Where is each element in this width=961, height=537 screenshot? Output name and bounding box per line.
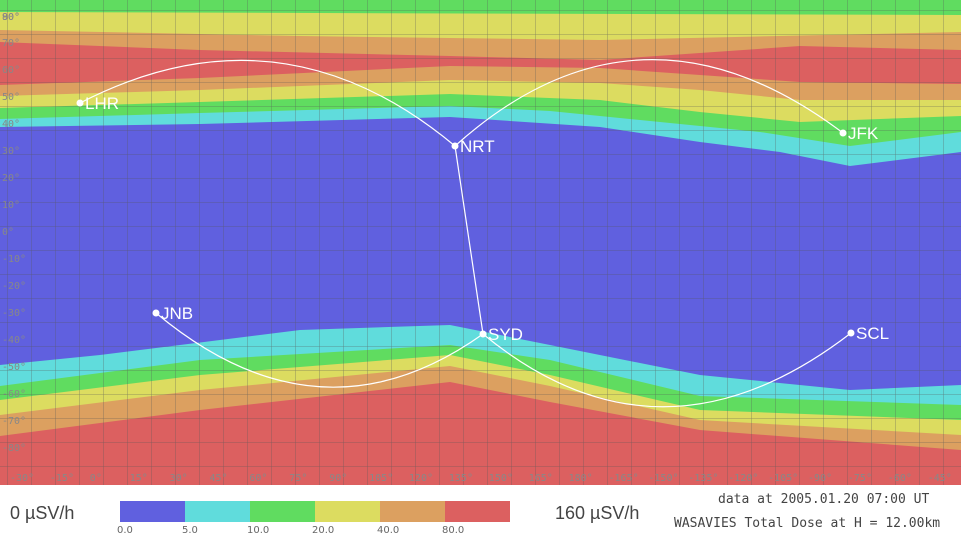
legend-tick: 5.0 xyxy=(182,525,198,536)
legend-swatch xyxy=(185,501,250,522)
legend-swatch xyxy=(250,501,315,522)
lon-label: 150° xyxy=(489,473,513,484)
lon-label: -120° xyxy=(728,473,758,484)
lon-label: -165° xyxy=(609,473,639,484)
airport-marker xyxy=(152,309,160,317)
airport-code: NRT xyxy=(460,137,495,156)
lon-label: 15° xyxy=(130,473,148,484)
lon-label: 60° xyxy=(249,473,267,484)
description: WASAVIES Total Dose at H = 12.00km xyxy=(674,516,940,531)
airport-marker xyxy=(451,142,459,150)
lon-label: 105° xyxy=(369,473,393,484)
lon-label: -60° xyxy=(888,473,912,484)
lon-label: 135° xyxy=(449,473,473,484)
dose-map xyxy=(0,0,961,485)
airport-code: JFK xyxy=(848,124,879,143)
legend-swatch xyxy=(315,501,380,522)
airport-code: SYD xyxy=(488,325,523,344)
timestamp: data at 2005.01.20 07:00 UT xyxy=(718,492,929,507)
lon-label: 90° xyxy=(329,473,347,484)
lat-label: 0° xyxy=(2,227,14,238)
lon-label: -90° xyxy=(808,473,832,484)
lon-label: -15° xyxy=(50,473,74,484)
airport-marker xyxy=(479,330,487,338)
lat-label: 90° xyxy=(2,12,20,23)
lon-label: -30° xyxy=(10,473,34,484)
airport-code: JNB xyxy=(161,304,193,323)
airport-marker xyxy=(839,129,847,137)
lat-label: 40° xyxy=(2,119,20,130)
lat-label: 60° xyxy=(2,65,20,76)
lon-label: 165° xyxy=(529,473,553,484)
lat-label: -60° xyxy=(2,389,26,400)
lon-label: -150° xyxy=(648,473,678,484)
lat-label: 30° xyxy=(2,146,20,157)
lon-label: 0° xyxy=(90,473,102,484)
lon-label: 180° xyxy=(569,473,593,484)
lat-label: -70° xyxy=(2,416,26,427)
lat-label: 20° xyxy=(2,173,20,184)
lat-label: -10° xyxy=(2,254,26,265)
lon-label: -45° xyxy=(928,473,952,484)
lat-label: -50° xyxy=(2,362,26,373)
legend-tick: 20.0 xyxy=(312,525,334,536)
lat-label: -40° xyxy=(2,335,26,346)
lon-label: 45° xyxy=(210,473,228,484)
lon-label: -105° xyxy=(768,473,798,484)
airport-marker xyxy=(76,99,84,107)
lat-label: 50° xyxy=(2,92,20,103)
lat-label: 70° xyxy=(2,38,20,49)
lat-label: -20° xyxy=(2,281,26,292)
legend-swatch xyxy=(120,501,185,522)
lon-label: 30° xyxy=(170,473,188,484)
legend-tick: 0.0 xyxy=(117,525,133,536)
lon-label: -75° xyxy=(848,473,872,484)
lat-label: 80° xyxy=(2,12,20,23)
legend-tick: 80.0 xyxy=(442,525,464,536)
legend-swatch xyxy=(445,501,510,522)
airport-code: SCL xyxy=(856,324,889,343)
lon-label: 75° xyxy=(289,473,307,484)
lat-label: -80° xyxy=(2,443,26,454)
airport-marker xyxy=(847,329,855,337)
legend-swatch xyxy=(380,501,445,522)
airport-code: LHR xyxy=(85,94,119,113)
legend-min: 0 µSV/h xyxy=(10,503,74,523)
legend-tick: 10.0 xyxy=(247,525,269,536)
legend-tick: 40.0 xyxy=(377,525,399,536)
lat-label: 10° xyxy=(2,200,20,211)
legend-max: 160 µSV/h xyxy=(555,503,639,523)
lon-label: 120° xyxy=(409,473,433,484)
lat-label: -30° xyxy=(2,308,26,319)
lon-label: -135° xyxy=(688,473,718,484)
